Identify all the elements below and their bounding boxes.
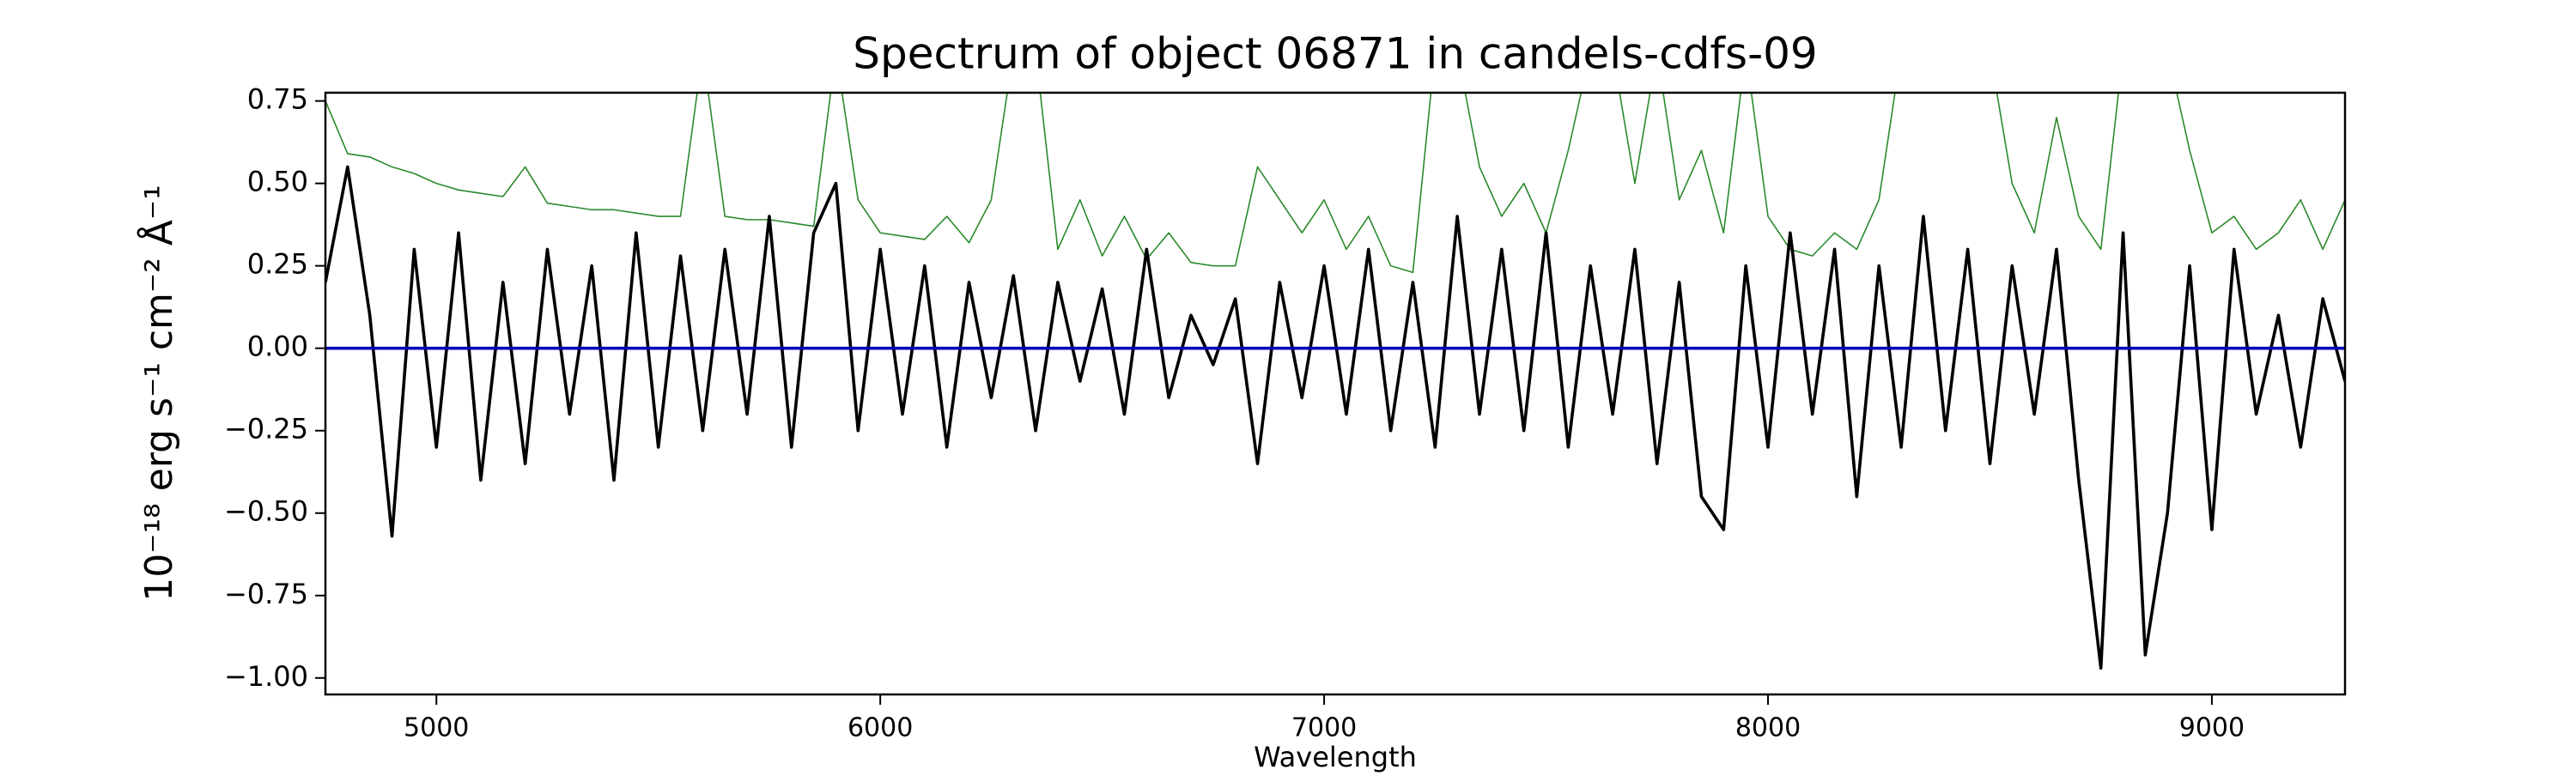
x-tick-label: 8000	[1735, 713, 1801, 743]
x-tick-label: 6000	[848, 713, 913, 743]
spectrum-line	[325, 93, 2345, 274]
y-tick-label: 0.75	[247, 83, 308, 116]
y-tick-label: −0.50	[224, 495, 308, 528]
y-tick-label: −1.00	[224, 660, 308, 693]
x-tick-label: 9000	[2179, 713, 2245, 743]
y-tick-label: 0.00	[247, 330, 308, 363]
spectrum-line	[325, 165, 2345, 670]
y-axis-label: 10⁻¹⁸ erg s⁻¹ cm⁻² Å⁻¹	[136, 185, 181, 601]
y-tick-label: −0.25	[224, 413, 308, 446]
x-tick-label: 7000	[1291, 713, 1357, 743]
axes-frame	[324, 91, 2347, 696]
chart-title: Spectrum of object 06871 in candels-cdfs…	[853, 29, 1818, 79]
x-axis-label: Wavelength	[1254, 741, 1417, 773]
y-tick-label: 0.25	[247, 248, 308, 281]
plot-area	[325, 93, 2345, 670]
y-tick-label: 0.50	[247, 166, 308, 198]
x-tick-label: 5000	[404, 713, 469, 743]
y-tick-label: −0.75	[224, 578, 308, 610]
